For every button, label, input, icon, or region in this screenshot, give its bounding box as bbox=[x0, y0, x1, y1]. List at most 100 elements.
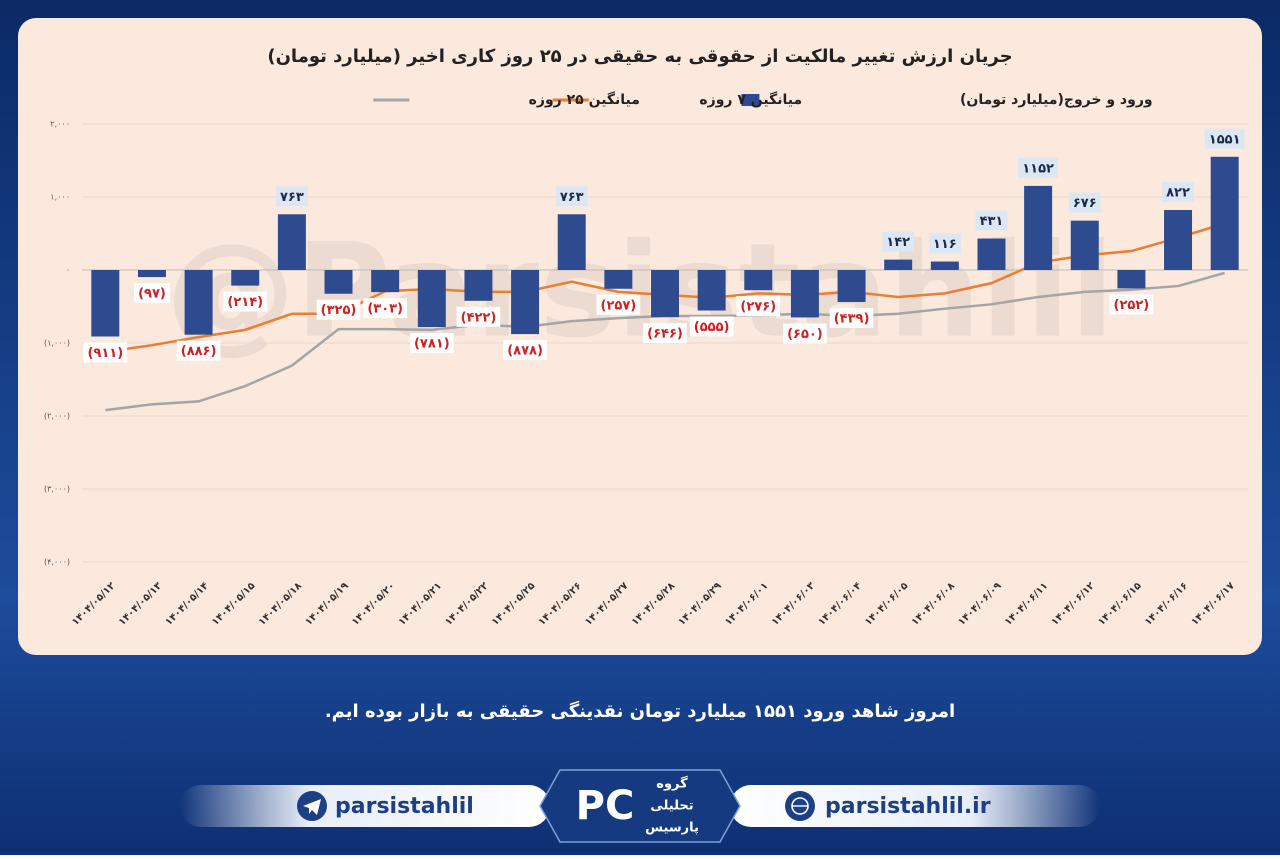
bar bbox=[91, 270, 120, 337]
y-tick-label: (۴,۰۰۰) bbox=[44, 558, 70, 567]
value-label-box bbox=[223, 291, 268, 312]
value-label-box bbox=[555, 186, 588, 207]
value-label: (۸۸۶) bbox=[181, 344, 217, 359]
value-label: (۳۲۵) bbox=[321, 303, 357, 318]
bar bbox=[651, 270, 679, 318]
bar bbox=[371, 270, 400, 293]
value-label-box bbox=[1018, 157, 1058, 178]
value-label: (۸۷۸) bbox=[507, 344, 543, 359]
value-label: ۱۴۲ bbox=[886, 235, 910, 250]
value-label: (۶۴۶) bbox=[647, 327, 683, 342]
value-label: (۹۷) bbox=[138, 287, 166, 302]
bar bbox=[790, 270, 819, 318]
bar bbox=[744, 270, 773, 291]
value-label-box bbox=[409, 333, 454, 354]
value-label: ۱۱۶ bbox=[933, 237, 957, 252]
bar bbox=[1117, 270, 1146, 289]
value-label-box bbox=[596, 294, 641, 315]
value-label-box bbox=[975, 210, 1008, 231]
value-label: (۳۰۳) bbox=[367, 302, 403, 317]
value-label-box bbox=[643, 323, 687, 344]
value-label: (۲۷۶) bbox=[740, 300, 776, 315]
bar bbox=[697, 270, 726, 311]
bar bbox=[511, 270, 540, 335]
bar bbox=[231, 270, 260, 286]
logo-line: پارسیس bbox=[645, 821, 699, 836]
telegram-pill bbox=[180, 785, 550, 827]
bar bbox=[557, 214, 586, 270]
chart-panel bbox=[18, 18, 1262, 655]
website-pill bbox=[730, 785, 1100, 827]
value-label-box bbox=[882, 231, 915, 252]
bar bbox=[1164, 209, 1193, 270]
value-label-box bbox=[689, 316, 734, 337]
website: parsistahlil.ir bbox=[825, 794, 991, 819]
value-label-box bbox=[1109, 294, 1154, 315]
value-label-box bbox=[363, 298, 408, 319]
value-label-box bbox=[456, 306, 501, 327]
bar bbox=[1024, 185, 1053, 270]
value-label-box bbox=[1204, 128, 1245, 149]
value-label-box bbox=[783, 323, 827, 344]
y-tick-label: ۰ bbox=[66, 266, 70, 275]
value-label-box bbox=[134, 283, 170, 304]
value-label: (۲۱۴) bbox=[227, 295, 263, 310]
y-tick-label: (۱,۰۰۰) bbox=[44, 339, 70, 348]
value-label-box bbox=[829, 308, 874, 329]
value-label: (۲۵۷) bbox=[601, 298, 637, 313]
value-label: ۷۶۳ bbox=[560, 190, 584, 205]
logo-line: تحلیلی bbox=[650, 799, 693, 814]
value-label: (۹۱۱) bbox=[87, 346, 123, 361]
value-label-box bbox=[503, 340, 547, 361]
logo-line: گروه bbox=[656, 776, 688, 792]
bar bbox=[930, 261, 959, 270]
bar bbox=[417, 270, 446, 328]
value-label-box bbox=[928, 233, 961, 254]
value-label: ۴۳۱ bbox=[980, 214, 1004, 229]
telegram-handle: parsistahlil bbox=[335, 794, 474, 819]
telegram-plane bbox=[303, 799, 321, 815]
legend-label: میانگین ۷ روزه bbox=[699, 91, 802, 108]
bar bbox=[324, 270, 353, 294]
value-label: (۴۳۹) bbox=[834, 312, 870, 327]
legend-swatch bbox=[741, 94, 760, 106]
value-label: ۱۱۵۲ bbox=[1022, 161, 1054, 176]
bar bbox=[884, 259, 913, 270]
brand-bar: parsistahlil parsistahlil.ir PC گروه تحل… bbox=[180, 769, 1100, 843]
value-label: ۶۷۶ bbox=[1073, 196, 1097, 211]
legend-label: ورود و خروج(میلیارد تومان) bbox=[960, 92, 1153, 108]
value-label-box bbox=[316, 299, 361, 320]
value-label: (۷۸۱) bbox=[414, 337, 450, 352]
value-label: (۵۵۵) bbox=[694, 320, 730, 335]
value-label: (۶۵۰) bbox=[787, 327, 823, 342]
value-label-box bbox=[1068, 192, 1101, 213]
y-tick-label: (۳,۰۰۰) bbox=[44, 485, 70, 494]
footer-note: امروز شاهد ورود ۱۵۵۱ میلیارد تومان نقدین… bbox=[325, 700, 955, 722]
y-tick-label: ۱,۰۰۰ bbox=[50, 193, 70, 202]
bar bbox=[837, 270, 866, 303]
value-label-box bbox=[736, 296, 781, 317]
y-tick-label: ۲,۰۰۰ bbox=[50, 120, 70, 129]
bar bbox=[464, 270, 493, 301]
value-label-box bbox=[1162, 181, 1194, 202]
bar bbox=[604, 270, 633, 289]
watermark: @Parsistahlil bbox=[165, 215, 1114, 367]
value-label: ۷۶۳ bbox=[280, 190, 304, 205]
chart-title: جریان ارزش تغییر مالکیت از حقوقی به حقیق… bbox=[267, 46, 1012, 67]
bar bbox=[277, 214, 306, 270]
value-label: (۴۲۲) bbox=[461, 310, 497, 325]
y-tick-label: (۲,۰۰۰) bbox=[44, 412, 70, 421]
bar bbox=[1210, 156, 1239, 270]
bar bbox=[1070, 220, 1099, 270]
value-label-box bbox=[275, 186, 308, 207]
bar bbox=[184, 270, 213, 335]
value-label-box bbox=[176, 340, 221, 361]
bar bbox=[137, 270, 166, 278]
bar bbox=[977, 238, 1006, 270]
value-label: ۱۵۵۱ bbox=[1209, 132, 1241, 147]
logo-badge bbox=[539, 769, 741, 843]
logo-mark: PC bbox=[576, 783, 635, 829]
legend-label: میانگین ۲۵ روزه bbox=[529, 91, 640, 108]
